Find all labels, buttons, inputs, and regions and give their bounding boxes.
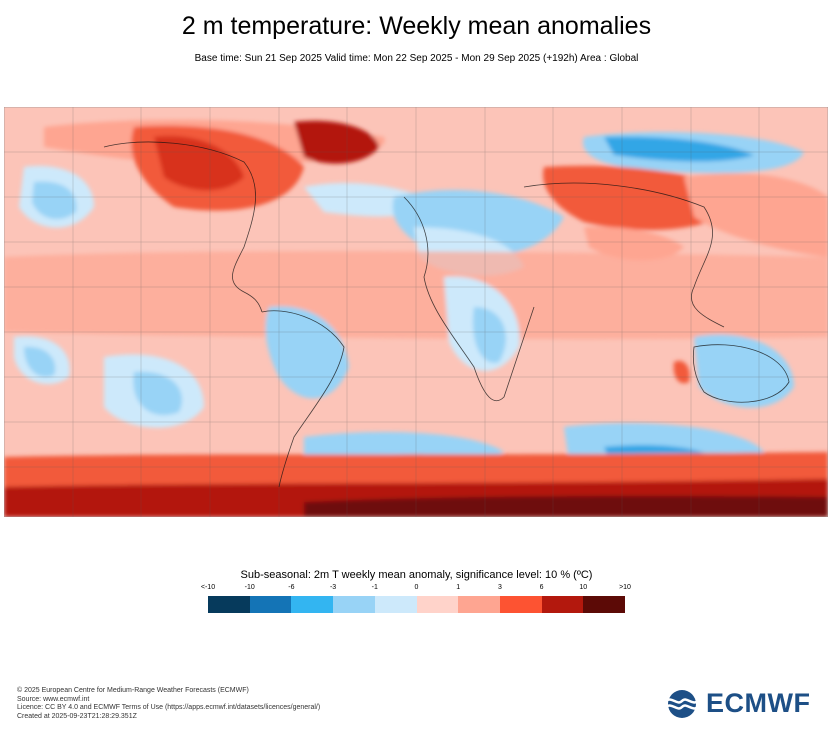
legend-swatch: [458, 596, 500, 613]
legend-ticks: <-10 -10 -6 -3 -1 0 1 3 6 10 >10: [201, 584, 631, 594]
legend-tick: 0: [414, 584, 419, 591]
legend-swatch: [249, 596, 292, 613]
legend-tick: -10: [244, 584, 255, 591]
footer-source: Source: www.ecmwf.int: [17, 695, 90, 703]
footer-licence: Licence: CC BY 4.0 and ECMWF Terms of Us…: [17, 704, 321, 712]
legend-tick: -6: [288, 584, 295, 591]
legend-tick: >10: [619, 584, 631, 591]
legend-title: Sub-seasonal: 2m T weekly mean anomaly, …: [240, 569, 593, 581]
footer-created: Created at 2025-09-23T21:28:29.351Z: [17, 712, 137, 720]
australia-coastline: [692, 344, 790, 403]
south-america-coastline: [261, 310, 345, 488]
legend-tick: -1: [371, 584, 378, 591]
anomaly-map: [4, 107, 828, 517]
logo-text: ECMWF: [706, 688, 811, 718]
legend-tick: 1: [456, 584, 461, 591]
legend-swatch: [499, 596, 542, 613]
footer: © 2025 European Centre for Medium-Range …: [17, 687, 320, 721]
greenland-warm-region: [294, 120, 379, 164]
ecmwf-logo: ECMWF: [662, 688, 810, 719]
australia-cool-region: [694, 334, 794, 408]
legend-tick: <-10: [200, 584, 216, 591]
legend-swatch: [208, 596, 250, 613]
legend-tick: -3: [329, 584, 337, 591]
graticule: [4, 107, 828, 517]
legend-swatch: [333, 596, 375, 613]
legend-swatch: [541, 596, 584, 613]
legend-swatch: [291, 596, 334, 613]
legend-swatch: [374, 596, 417, 613]
footer-copyright: © 2025 European Centre for Medium-Range …: [17, 687, 249, 694]
legend-colorbar: [208, 596, 626, 613]
asia-coastline: [523, 182, 725, 328]
legend-tick: 6: [539, 584, 544, 591]
page-title: 2 m temperature: Weekly mean anomalies: [181, 12, 652, 40]
north-america-coastline: [103, 141, 263, 313]
ecmwf-wave-icon: [665, 689, 699, 718]
europe-africa-coastline: [403, 196, 535, 402]
legend-swatch: [416, 596, 459, 613]
legend-tick: 3: [497, 584, 502, 591]
map-subtitle: Base time: Sun 21 Sep 2025 Valid time: M…: [194, 53, 639, 64]
legend-swatch: [583, 596, 626, 613]
legend-tick: 10: [579, 584, 588, 591]
